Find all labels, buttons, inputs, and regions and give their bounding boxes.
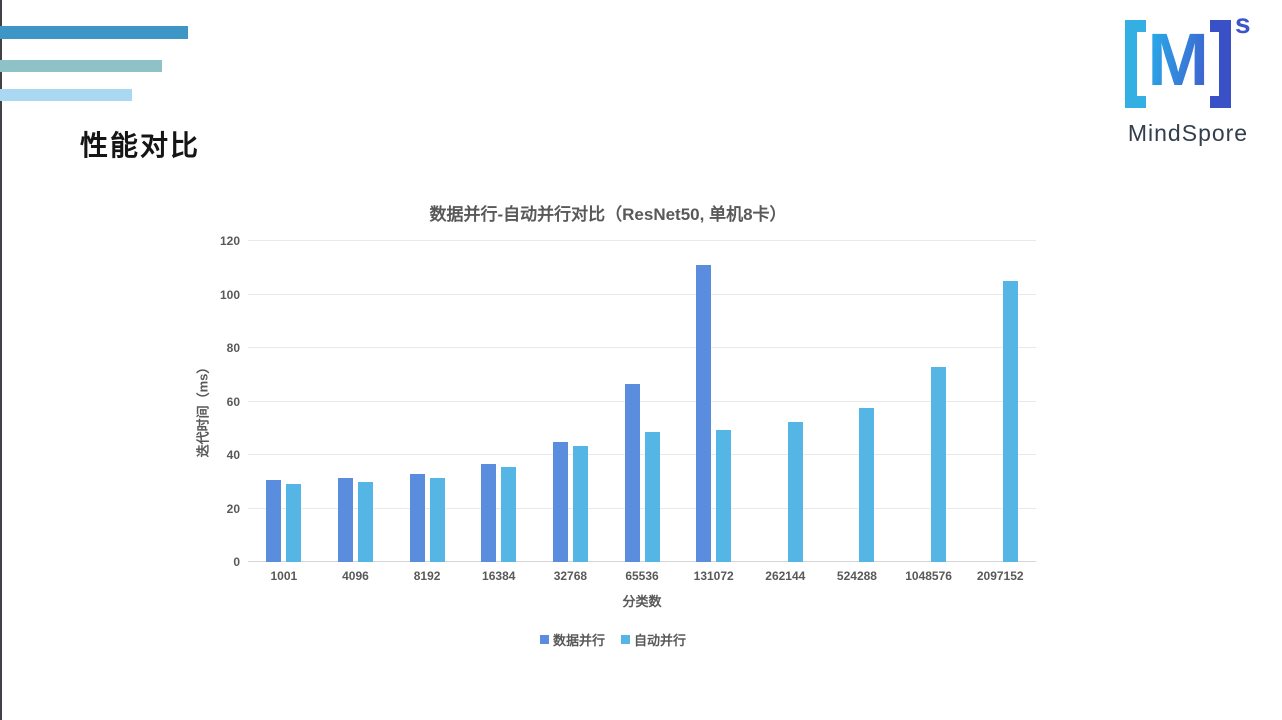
x-tick-label-4096: 4096 — [342, 569, 369, 583]
bar-数据并行-32768 — [552, 441, 568, 562]
decorative-bar-2 — [0, 60, 162, 72]
bar-group-2097152 — [964, 241, 1036, 562]
x-axis-title: 分类数 — [622, 594, 662, 609]
logo-bracket-left-icon — [1125, 20, 1147, 108]
logo-superscript-s: s — [1235, 8, 1251, 39]
gridline-80 — [248, 347, 1036, 348]
chart-legend: 数据并行 自动并行 — [539, 630, 686, 649]
bar-自动并行-32768 — [572, 445, 588, 562]
gridline-20 — [248, 507, 1036, 509]
logo-letter-m: M — [1147, 12, 1209, 108]
x-tick-label-8192: 8192 — [413, 569, 441, 583]
decorative-bar-3 — [0, 89, 132, 101]
bar-group-1001 — [248, 241, 320, 562]
bar-自动并行-16384 — [501, 467, 517, 562]
x-tick-label-131072: 131072 — [693, 569, 734, 583]
bar-数据并行-8192 — [409, 473, 425, 562]
chart-title: 数据并行-自动并行对比（ResNet50, 单机8卡） — [429, 205, 787, 224]
slide-title: 性能对比 — [80, 130, 201, 161]
logo-bracket-right-icon — [1210, 20, 1232, 108]
legend-item-自动并行: 自动并行 — [621, 630, 686, 649]
bar-group-262144 — [749, 241, 821, 562]
bar-自动并行-524288 — [859, 408, 875, 562]
bar-数据并行-131072 — [696, 265, 712, 562]
y-tick-label-100: 100 — [219, 287, 240, 302]
plot-area — [248, 240, 1036, 562]
bar-group-16384 — [463, 241, 535, 562]
bar-数据并行-4096 — [337, 477, 353, 562]
mindspore-logo: M s MindSpore — [1098, 8, 1278, 147]
bar-group-8192 — [391, 241, 463, 562]
bar-数据并行-1001 — [266, 480, 282, 562]
y-tick-label-20: 20 — [226, 501, 240, 516]
legend-swatch-icon — [539, 635, 549, 644]
x-tick-label-2097152: 2097152 — [976, 569, 1024, 583]
legend-label: 数据并行 — [552, 633, 605, 648]
gridline-120 — [248, 240, 1036, 241]
y-tick-label-80: 80 — [226, 341, 240, 355]
gridline-60 — [248, 400, 1036, 402]
bar-自动并行-1048576 — [931, 366, 947, 562]
bar-自动并行-8192 — [429, 477, 445, 562]
x-tick-label-32768: 32768 — [553, 569, 588, 583]
y-tick-label-120: 120 — [219, 234, 240, 248]
bar-group-131072 — [678, 241, 750, 562]
y-tick-label-40: 40 — [226, 448, 240, 462]
bars-layer — [248, 241, 1036, 562]
bar-自动并行-262144 — [787, 421, 803, 562]
legend-item-数据并行: 数据并行 — [539, 630, 605, 649]
x-tick-label-1048576: 1048576 — [905, 569, 952, 583]
bar-自动并行-131072 — [716, 429, 732, 562]
x-tick-label-16384: 16384 — [482, 569, 516, 583]
gridline-0 — [248, 561, 1036, 562]
x-tick-label-524288: 524288 — [836, 569, 877, 583]
bar-group-1048576 — [893, 241, 965, 562]
gridline-100 — [248, 293, 1036, 295]
slide-left-edge-line — [0, 0, 2, 720]
y-tick-label-0: 0 — [233, 555, 240, 569]
bar-group-32768 — [535, 241, 607, 562]
legend-swatch-icon — [621, 635, 630, 644]
bar-自动并行-4096 — [357, 481, 373, 562]
bar-group-524288 — [821, 241, 893, 562]
x-tick-label-262144: 262144 — [765, 569, 806, 583]
gridline-40 — [248, 454, 1036, 455]
bar-自动并行-1001 — [286, 484, 302, 562]
x-tick-label-1001: 1001 — [270, 569, 298, 583]
x-tick-label-65536: 65536 — [625, 569, 659, 583]
mindspore-logo-mark: M s — [1125, 8, 1251, 108]
bar-自动并行-65536 — [644, 432, 660, 562]
y-tick-label-60: 60 — [226, 394, 240, 409]
y-axis-tick-labels: 0 20 40 60 80 100 120 — [198, 234, 240, 569]
bar-自动并行-2097152 — [1002, 281, 1018, 562]
decorative-bar-1 — [0, 26, 188, 39]
bar-group-65536 — [606, 241, 678, 562]
bar-数据并行-65536 — [624, 384, 640, 562]
bar-数据并行-16384 — [481, 464, 497, 562]
bar-group-4096 — [320, 241, 392, 562]
legend-label: 自动并行 — [634, 633, 687, 648]
mindspore-wordmark: MindSpore — [1127, 120, 1249, 146]
x-axis-tick-labels: 1001 4096 8192 16384 32768 65536 131072 262144 5… — [248, 569, 1036, 583]
